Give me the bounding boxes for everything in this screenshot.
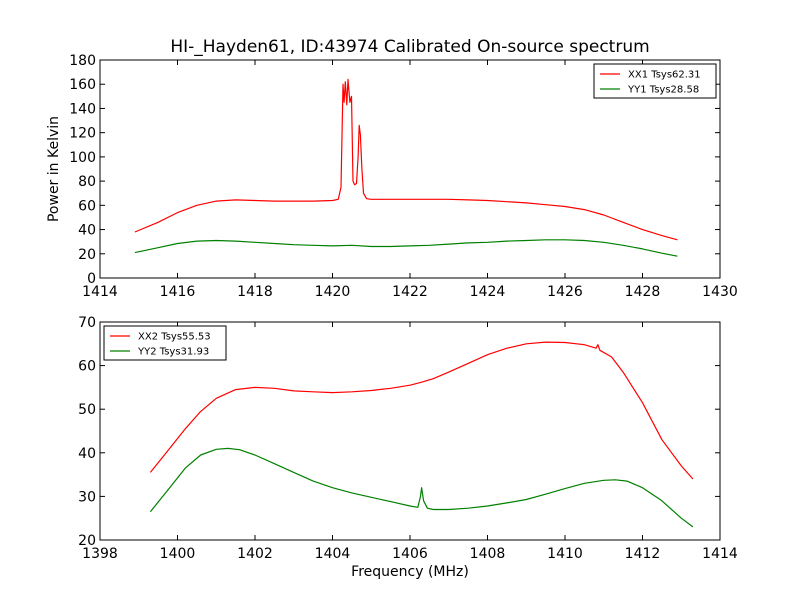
- chart-title: HI-_Hayden61, ID:43974 Calibrated On-sou…: [170, 37, 649, 57]
- bottom-panel: 1398 1400 1402 1404 1406 1408 1410 1412 1414 20 30…: [78, 315, 738, 580]
- top-ytick-label: 100: [69, 150, 96, 166]
- bottom-ytick-label: 30: [78, 489, 96, 505]
- top-ytick-label: 40: [78, 223, 96, 239]
- bottom-xtick-label: 1406: [392, 546, 428, 562]
- top-ytick-label: 20: [78, 247, 96, 263]
- top-series-line-1: [134, 78, 678, 241]
- bottom-legend-label-1: XX2 Tsys55.53: [138, 332, 211, 343]
- bottom-ytick-label: 20: [78, 533, 96, 549]
- bottom-xtick-label: 1410: [547, 546, 583, 562]
- bottom-panel-legend: XX2 Tsys55.53 YY2 Tsys31.93: [103, 325, 227, 361]
- bottom-xtick-label: 1400: [160, 546, 196, 562]
- bottom-legend-box: [103, 325, 227, 361]
- top-xtick-label: 1430: [702, 284, 738, 300]
- top-panel: 1414 1416 1418 1420 1422 1424 1426 1428 1430 0 20 4…: [46, 53, 738, 300]
- bottom-xtick-label: 1402: [237, 546, 273, 562]
- bottom-ytick-label: 50: [78, 402, 96, 418]
- top-xtick-label: 1428: [625, 284, 661, 300]
- bottom-xtick-label: 1412: [625, 546, 661, 562]
- top-legend-box: [593, 63, 717, 99]
- top-panel-ylabel: Power in Kelvin: [46, 116, 62, 222]
- bottom-xtick-label: 1404: [315, 546, 351, 562]
- top-xtick-label: 1420: [315, 284, 351, 300]
- bottom-ytick-label: 70: [78, 315, 96, 331]
- bottom-series-line-2: [149, 447, 694, 528]
- top-ytick-label: 160: [69, 77, 96, 93]
- top-xtick-label: 1426: [547, 284, 583, 300]
- top-legend-label-1: XX1 Tsys62.31: [628, 70, 701, 81]
- bottom-xtick-label: 1398: [82, 546, 118, 562]
- top-series-line-2: [134, 239, 678, 257]
- top-ytick-label: 0: [87, 271, 96, 287]
- top-xtick-label: 1414: [82, 284, 118, 300]
- top-ytick-label: 80: [78, 174, 96, 190]
- top-ytick-label: 180: [69, 53, 96, 69]
- top-ytick-label: 60: [78, 198, 96, 214]
- bottom-xtick-label: 1414: [702, 546, 738, 562]
- top-legend-label-2: YY1 Tsys28.58: [627, 85, 699, 96]
- bottom-panel-series: [149, 341, 694, 528]
- bottom-ytick-label: 60: [78, 359, 96, 375]
- bottom-panel-xlabel: Frequency (MHz): [351, 564, 469, 580]
- top-xtick-label: 1418: [237, 284, 273, 300]
- bottom-ytick-label: 40: [78, 446, 96, 462]
- bottom-panel-ticks: 1398 1400 1402 1404 1406 1408 1410 1412 1414 20 30…: [78, 315, 738, 562]
- top-ytick-label: 120: [69, 126, 96, 142]
- top-panel-ticks: 1414 1416 1418 1420 1422 1424 1426 1428 1430 0 20 4…: [69, 53, 738, 300]
- bottom-series-line-1: [149, 341, 694, 480]
- top-panel-legend: XX1 Tsys62.31 YY1 Tsys28.58: [593, 63, 717, 99]
- top-panel-series: [134, 78, 678, 257]
- top-ytick-label: 140: [69, 101, 96, 117]
- bottom-xtick-label: 1408: [470, 546, 506, 562]
- bottom-legend-label-2: YY2 Tsys31.93: [137, 347, 209, 358]
- top-xtick-label: 1424: [470, 284, 506, 300]
- top-xtick-label: 1416: [160, 284, 196, 300]
- top-xtick-label: 1422: [392, 284, 428, 300]
